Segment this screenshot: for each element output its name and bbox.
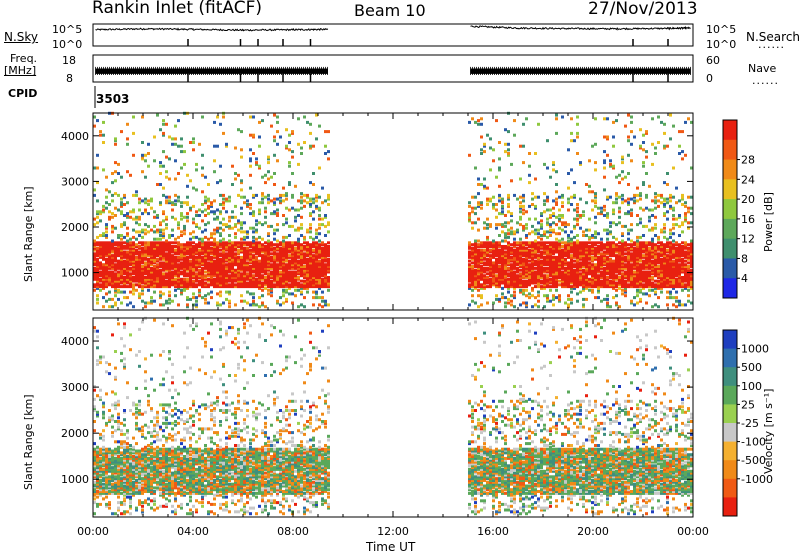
- power-colorbar-swatch: [723, 159, 737, 180]
- power-ylabel: Slant Range [km]: [22, 186, 35, 282]
- nsearch-tick-top: 10^5: [706, 23, 737, 36]
- power-colorbar-tick-label: 4: [741, 272, 748, 285]
- power-colorbar-tick-label: 16: [741, 213, 755, 226]
- station-title: Rankin Inlet (fitACF): [92, 0, 263, 18]
- power-colorbar-swatch: [723, 179, 737, 200]
- time-xlabel: Time UT: [366, 540, 416, 554]
- nsky-tick-bottom: 10^0: [52, 38, 83, 51]
- nave-dots: ......: [752, 74, 779, 87]
- x-tick-label: 04:00: [177, 525, 209, 538]
- nsky-series-line: [95, 27, 329, 32]
- nsearch-label: N.Search: [746, 30, 800, 44]
- nsky-label: N.Sky: [4, 30, 39, 44]
- velocity-colorbar-tick-label: -500: [741, 454, 766, 467]
- cpid-value: 3503: [96, 92, 130, 106]
- x-tick-label: 16:00: [477, 525, 509, 538]
- velocity-colorbar-swatch: [723, 367, 737, 387]
- power-colorbar-tick-label: 8: [741, 252, 748, 265]
- power-colorbar-label: Power [dB]: [762, 192, 775, 252]
- x-tick-label: 20:00: [577, 525, 609, 538]
- velocity-colorbar-swatch: [723, 441, 737, 461]
- velocity-colorbar-tick-label: 1000: [741, 343, 769, 356]
- velocity-colorbar-swatch: [723, 385, 737, 405]
- nsearch-tick-bottom: 10^0: [706, 38, 737, 51]
- y-tick-label: 4000: [61, 335, 89, 348]
- power-colorbar-swatch: [723, 238, 737, 259]
- y-tick-label: 2000: [61, 427, 89, 440]
- freq-panel-frame: [92, 54, 694, 83]
- power-heatmap: [93, 111, 693, 309]
- nave-label: Nave: [748, 62, 777, 75]
- power-colorbar-swatch: [723, 218, 737, 240]
- y-tick-label: 3000: [61, 175, 89, 188]
- y-tick-label: 3000: [61, 381, 89, 394]
- power-colorbar-swatch: [723, 120, 737, 141]
- freq-tick-bottom: 8: [66, 72, 73, 85]
- nave-tick-top: 60: [706, 54, 720, 67]
- x-tick-label: 00:00: [77, 525, 109, 538]
- y-tick-label: 1000: [61, 267, 89, 280]
- nave-tick-bottom: 0: [706, 72, 713, 85]
- velocity-colorbar-swatch: [723, 423, 737, 443]
- freq-label: Freq.: [10, 52, 38, 65]
- velocity-colorbar-tick-label: -1000: [741, 473, 773, 486]
- y-tick-label: 2000: [61, 221, 89, 234]
- nsky-panel-frame: [92, 23, 694, 47]
- velocity-colorbar-swatch: [723, 404, 737, 424]
- velocity-colorbar-swatch: [723, 497, 737, 517]
- nsky-series-line: [470, 25, 691, 31]
- nsearch-dots: ......: [758, 38, 785, 51]
- velocity-colorbar-tick-label: -25: [741, 417, 759, 430]
- nsky-tick-top: 10^5: [52, 23, 83, 36]
- power-colorbar-tick-label: 24: [741, 173, 755, 186]
- y-tick-label: 1000: [61, 473, 89, 486]
- power-colorbar-swatch: [723, 139, 737, 161]
- velocity-colorbar-swatch: [723, 348, 737, 368]
- x-tick-label: 00:00: [677, 525, 709, 538]
- freq-tick-top: 18: [62, 54, 76, 67]
- power-colorbar-tick-label: 12: [741, 233, 755, 246]
- power-colorbar-swatch: [723, 278, 737, 299]
- y-tick-label: 4000: [61, 130, 89, 143]
- velocity-colorbar-tick-label: 500: [741, 361, 762, 374]
- cpid-label: CPID: [8, 87, 38, 100]
- date-title: 27/Nov/2013: [588, 0, 698, 19]
- velocity-colorbar-swatch: [723, 478, 737, 498]
- freq-unit-label: [MHz]: [4, 64, 37, 77]
- x-tick-label: 08:00: [277, 525, 309, 538]
- velocity-heatmap: [93, 316, 693, 516]
- beam-title: Beam 10: [354, 1, 426, 20]
- power-colorbar-swatch: [723, 258, 737, 279]
- velocity-colorbar-swatch: [723, 330, 737, 350]
- power-colorbar-tick-label: 28: [741, 154, 755, 167]
- velocity-colorbar-label: Velocity [m s⁻¹]: [762, 388, 775, 474]
- velocity-colorbar-tick-label: 25: [741, 398, 755, 411]
- velocity-ylabel: Slant Range [km]: [22, 394, 35, 490]
- velocity-colorbar-tick-label: 100: [741, 380, 762, 393]
- x-tick-label: 12:00: [377, 525, 409, 538]
- velocity-colorbar-tick-label: -100: [741, 436, 766, 449]
- power-colorbar-tick-label: 20: [741, 193, 755, 206]
- power-colorbar-frame: [722, 119, 738, 299]
- power-colorbar-swatch: [723, 199, 737, 220]
- velocity-colorbar-swatch: [723, 460, 737, 480]
